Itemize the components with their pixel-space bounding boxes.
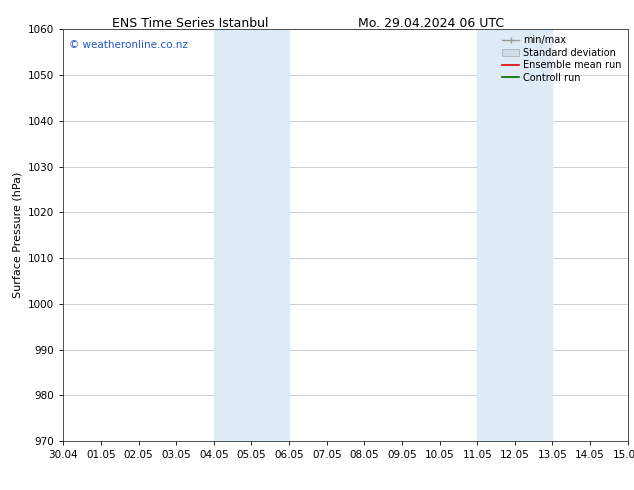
Legend: min/max, Standard deviation, Ensemble mean run, Controll run: min/max, Standard deviation, Ensemble me… <box>499 32 624 85</box>
Text: Mo. 29.04.2024 06 UTC: Mo. 29.04.2024 06 UTC <box>358 17 504 30</box>
Text: © weatheronline.co.nz: © weatheronline.co.nz <box>69 40 188 49</box>
Text: ENS Time Series Istanbul: ENS Time Series Istanbul <box>112 17 268 30</box>
Bar <box>477 29 552 441</box>
Y-axis label: Surface Pressure (hPa): Surface Pressure (hPa) <box>13 172 23 298</box>
Bar <box>214 29 289 441</box>
